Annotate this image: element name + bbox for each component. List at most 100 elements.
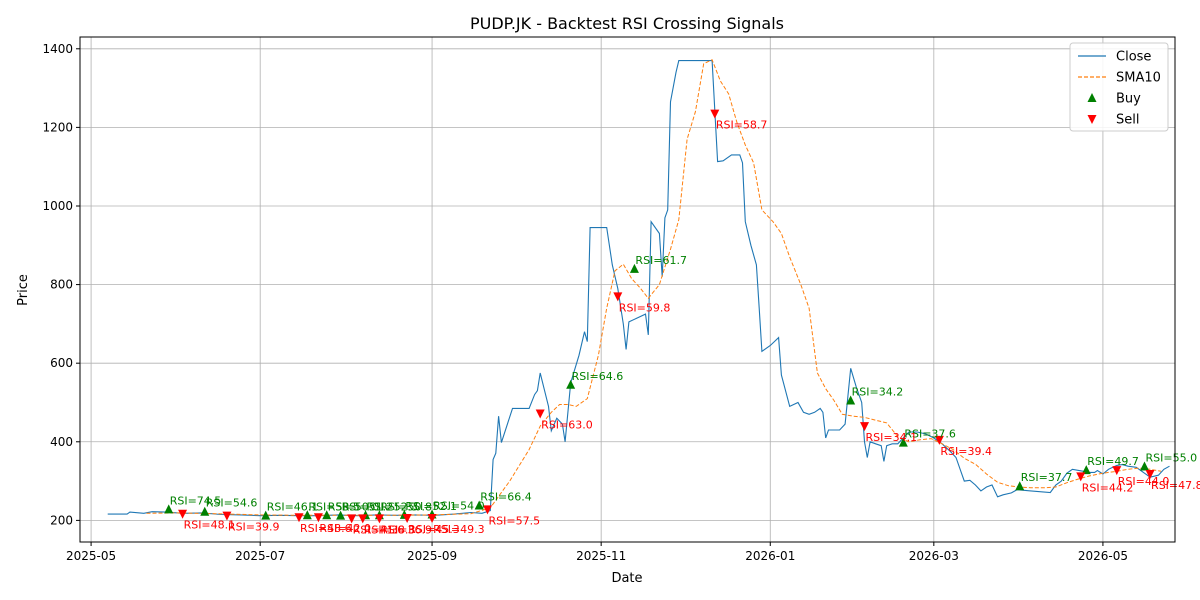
sell-signal-label: RSI=48.1 <box>184 519 236 532</box>
legend-label: Sell <box>1116 113 1139 128</box>
buy-signal-label: RSI=50.8 <box>380 500 432 513</box>
sell-signal-label: RSI=45.3 <box>408 523 460 536</box>
legend-label: SMA10 <box>1116 71 1161 86</box>
buy-signal-marker <box>846 395 856 405</box>
buy-signal-label: RSI=74.5 <box>170 494 222 507</box>
buy-signal-marker <box>566 379 576 389</box>
sell-signal-label: RSI=63.0 <box>541 418 593 431</box>
buy-signal-marker <box>629 263 639 273</box>
buy-signal-label: RSI=54.0 <box>433 499 485 512</box>
sell-signal-label: RSI=36.9 <box>380 523 432 536</box>
sell-signal-marker <box>934 435 944 445</box>
buy-signal-label: RSI=55.0 <box>1146 452 1198 465</box>
sell-signal-label: RSI=41.6 <box>353 523 405 536</box>
sell-signal-label: RSI=49.3 <box>433 523 485 536</box>
x-tick-label: 2026-05 <box>1078 549 1128 563</box>
y-tick-label: 400 <box>50 435 73 449</box>
y-axis-label: Price <box>16 274 31 306</box>
buy-signal-marker <box>898 437 908 447</box>
y-axis: 200 400 600 800 1000 1200 1400 <box>42 42 80 527</box>
y-tick-label: 1000 <box>42 199 73 213</box>
sell-signal-marker <box>313 513 323 523</box>
grid-lines <box>80 37 1175 542</box>
sell-signal-marker <box>178 509 188 519</box>
sell-signal-marker <box>1076 472 1086 482</box>
y-tick-label: 1400 <box>42 42 73 56</box>
x-tick-label: 2025-05 <box>66 549 116 563</box>
buy-signal-marker <box>200 506 210 516</box>
sell-signal-marker <box>427 514 437 524</box>
buy-signal-marker <box>164 504 174 514</box>
sell-signal-marker <box>613 292 623 302</box>
sell-signal-marker <box>374 514 384 524</box>
y-tick-label: 800 <box>50 278 73 292</box>
legend-buy-swatch <box>1087 93 1097 102</box>
x-axis-label: Date <box>611 571 642 586</box>
sell-signal-label: RSI=44.0 <box>1118 475 1170 488</box>
buy-signal-label: RSI=34.2 <box>852 386 904 399</box>
buy-signal-marker <box>336 510 346 520</box>
y-tick-label: 1200 <box>42 120 73 134</box>
buy-signal-label: RSI=49.7 <box>1087 455 1139 468</box>
x-tick-label: 2025-09 <box>407 549 457 563</box>
buy-signal-label: RSI=54.6 <box>206 497 258 510</box>
buy-signal-label: RSI=66.4 <box>480 490 532 503</box>
sell-signal-marker <box>402 514 412 524</box>
sell-signal-marker <box>535 409 545 419</box>
sell-signal-marker <box>860 422 870 432</box>
buy-signal-label: RSI=52.3 <box>367 500 419 513</box>
close-series-line <box>107 60 1170 517</box>
sell-signal-label: RSI=42.0 <box>319 522 371 535</box>
x-tick-label: 2025-11 <box>576 549 626 563</box>
buy-signal-label: RSI=53.5 <box>308 500 360 513</box>
sell-signal-label: RSI=58.7 <box>716 119 768 132</box>
buy-signal-label: RSI=46.1 <box>267 501 319 514</box>
sell-signal-label: RSI=59.8 <box>619 301 671 314</box>
y-tick-label: 600 <box>50 356 73 370</box>
legend: Close SMA10 Buy Sell <box>1069 42 1169 132</box>
sell-signal-label: RSI=34.1 <box>866 431 918 444</box>
buy-signal-marker <box>1081 465 1091 475</box>
x-tick-label: 2026-03 <box>909 549 959 563</box>
sell-signal-marker <box>222 511 232 521</box>
sell-signal-marker <box>347 514 357 524</box>
x-tick-label: 2025-07 <box>235 549 285 563</box>
buy-signal-marker <box>1140 461 1150 471</box>
sell-signal-label: RSI=57.5 <box>489 514 541 527</box>
sell-signal-label: RSI=39.9 <box>228 521 280 534</box>
sell-signal-label: RSI=38.3 <box>364 523 416 536</box>
sell-signal-marker <box>1112 466 1122 476</box>
sell-signal-label: RSI=47.8 <box>1151 479 1200 492</box>
buy-signal-marker <box>1015 481 1025 491</box>
buy-signal-label: RSI=37.7 <box>1021 471 1073 484</box>
buy-signal-label: RSI=50.0 <box>328 500 380 513</box>
buy-signal-marker <box>302 510 312 520</box>
buy-signal-label: RSI=37.6 <box>904 428 956 441</box>
buy-signal-marker <box>474 500 484 510</box>
y-tick-label: 200 <box>50 513 73 527</box>
legend-sell-swatch <box>1087 115 1097 124</box>
chart-title: PUDP.JK - Backtest RSI Crossing Signals <box>470 14 784 33</box>
buy-signal-label: RSI=51.2 <box>342 501 394 514</box>
buy-signal-marker <box>261 510 271 520</box>
sell-signal-marker <box>358 514 368 524</box>
buy-signal-label: RSI=61.7 <box>635 254 687 267</box>
sell-signal-marker <box>1145 470 1155 480</box>
sell-signal-label: RSI=48.6 <box>300 522 352 535</box>
sell-signal-label: RSI=39.4 <box>940 445 992 458</box>
legend-label: Buy <box>1116 92 1141 107</box>
buy-signal-marker <box>322 510 332 520</box>
sell-signal-label: RSI=44.2 <box>1082 481 1134 494</box>
x-tick-label: 2026-01 <box>745 549 795 563</box>
plot-frame <box>79 36 1176 543</box>
sell-signal-marker <box>294 513 304 523</box>
legend-box <box>1069 42 1169 132</box>
buy-signal-label: RSI=64.6 <box>572 370 624 383</box>
sell-signal-marker <box>710 109 720 119</box>
legend-label: Close <box>1116 50 1151 65</box>
sell-signal-marker <box>483 505 493 515</box>
x-axis: 2025-05 2025-07 2025-09 2025-11 2026-01 2026-… <box>66 542 1128 563</box>
buy-signal-label: RSI=52.1 <box>405 500 457 513</box>
